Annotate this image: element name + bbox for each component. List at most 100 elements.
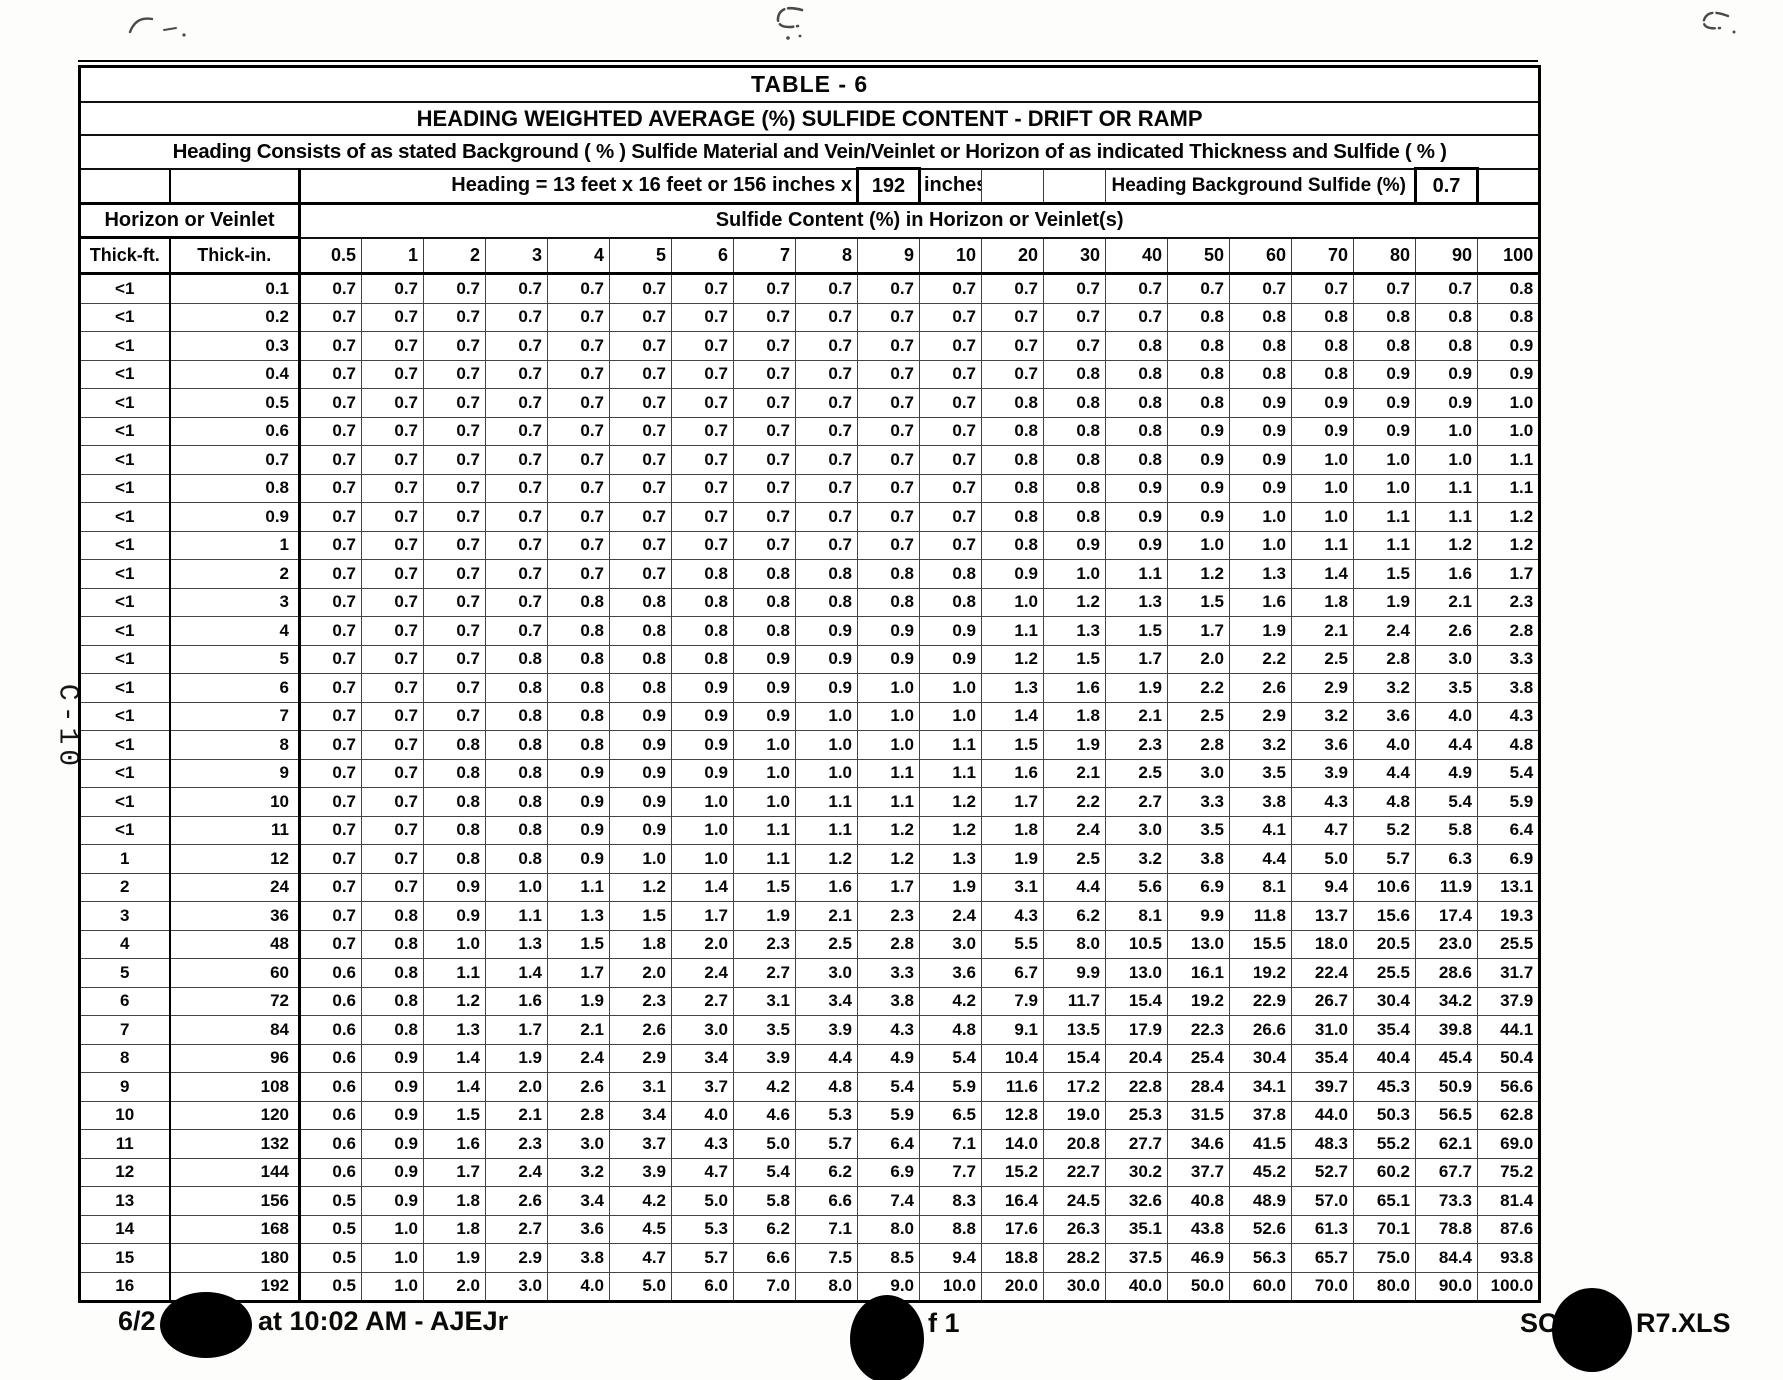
- table-row: <1 5 0.7 0.7 0.7 0.8 0.8 0.8 0.8 0.9 0.9 0.9 0.9 1.2 1…: [79, 644, 1541, 674]
- sulfide-value-cell: 0.7: [361, 587, 424, 617]
- sulfide-value-cell: 0.9: [361, 1100, 424, 1130]
- sulfide-value-cell: 0.7: [609, 473, 672, 503]
- sulfide-value-cell: 0.9: [1043, 530, 1106, 560]
- sulfide-value-cell: 2.0: [671, 929, 734, 959]
- sulfide-value-cell: 65.7: [1291, 1243, 1354, 1273]
- sulfide-value-cell: 0.7: [1043, 331, 1106, 361]
- sulfide-value-cell: 0.8: [423, 815, 486, 845]
- sulfide-value-cell: 0.8: [485, 644, 548, 674]
- sulfide-value-cell: 22.3: [1167, 1015, 1230, 1045]
- sulfide-value-cell: 0.8: [671, 587, 734, 617]
- sulfide-value-cell: 3.1: [733, 986, 796, 1016]
- sulfide-value-cell: 1.0: [733, 730, 796, 760]
- sulfide-value-cell: 1.1: [1353, 502, 1416, 532]
- sulfide-value-cell: 0.7: [733, 530, 796, 560]
- sulfide-value-cell: 87.6: [1476, 1214, 1541, 1244]
- sulfide-value-cell: 0.7: [547, 416, 610, 446]
- sulfide-value-cell: 14.0: [981, 1129, 1044, 1159]
- sulfide-value-cell: 0.9: [1105, 473, 1168, 503]
- sulfide-value-cell: 2.5: [1167, 701, 1230, 731]
- sulfide-value-cell: 1.7: [485, 1015, 548, 1045]
- sulfide-value-cell: 0.7: [547, 502, 610, 532]
- sulfide-value-cell: 0.9: [609, 701, 672, 731]
- heading-dimensions-label: Heading = 13 feet x 16 feet or 156 inche…: [299, 168, 858, 205]
- sulfide-value-cell: 0.9: [857, 616, 920, 646]
- table-row: <1 7 0.7 0.7 0.7 0.8 0.8 0.9 0.9 0.9 1.0 1.0 1.0 1.4 1…: [79, 701, 1541, 731]
- sulfide-value-cell: 0.9: [609, 730, 672, 760]
- sulfide-value-cell: 2.7: [733, 958, 796, 988]
- sulfide-value-cell: 0.8: [1229, 359, 1292, 389]
- sulfide-value-cell: 13.5: [1043, 1015, 1106, 1045]
- sulfide-value-cell: 8.8: [919, 1214, 982, 1244]
- sulfide-value-cell: 0.7: [857, 530, 920, 560]
- sulfide-column-header: 2: [423, 237, 486, 275]
- sulfide-value-cell: 37.7: [1167, 1157, 1230, 1187]
- table-row: 2 24 0.7 0.7 0.9 1.0 1.1 1.2 1.4 1.5 1.6 1.7 1.9 3.1 4…: [79, 872, 1541, 902]
- sulfide-value-cell: 0.9: [1229, 416, 1292, 446]
- sulfide-value-cell: 1.0: [1291, 473, 1354, 503]
- sulfide-value-cell: 1.8: [609, 929, 672, 959]
- table-row: <1 10 0.7 0.7 0.8 0.8 0.9 0.9 1.0 1.0 1.1 1.1 1.2 1.7…: [79, 787, 1541, 817]
- sulfide-value-cell: 0.8: [919, 559, 982, 589]
- sulfide-value-cell: 5.4: [1476, 758, 1541, 788]
- sulfide-value-cell: 84.4: [1415, 1243, 1478, 1273]
- thick-in-cell: 0.9: [169, 502, 301, 532]
- sulfide-value-cell: 0.7: [547, 359, 610, 389]
- sulfide-value-cell: 26.3: [1043, 1214, 1106, 1244]
- sulfide-value-cell: 4.4: [1353, 758, 1416, 788]
- thick-in-cell: 0.5: [169, 388, 301, 418]
- sulfide-value-cell: 0.7: [299, 273, 362, 304]
- sulfide-value-cell: 2.3: [733, 929, 796, 959]
- sulfide-column-header: 10: [919, 237, 982, 275]
- sulfide-value-cell: 19.0: [1043, 1100, 1106, 1130]
- sulfide-value-cell: 0.5: [299, 1214, 362, 1244]
- sulfide-value-cell: 0.9: [361, 1157, 424, 1187]
- table-row: 5 60 0.6 0.8 1.1 1.4 1.7 2.0 2.4 2.7 3.0 3.3 3.6 6.7 9…: [79, 958, 1541, 988]
- sulfide-value-cell: 0.8: [1353, 302, 1416, 332]
- sulfide-value-cell: 2.8: [857, 929, 920, 959]
- sulfide-value-cell: 0.7: [919, 445, 982, 475]
- sulfide-value-cell: 50.4: [1476, 1043, 1541, 1073]
- thick-in-cell: 0.7: [169, 445, 301, 475]
- pen-mark: [1702, 11, 1736, 34]
- sulfide-value-cell: 1.9: [1043, 730, 1106, 760]
- thick-in-cell: 0.4: [169, 359, 301, 389]
- sulfide-value-cell: 0.7: [857, 502, 920, 532]
- sulfide-value-cell: 0.6: [299, 1157, 362, 1187]
- sulfide-value-cell: 75.0: [1353, 1243, 1416, 1273]
- sulfide-value-cell: 6.4: [857, 1129, 920, 1159]
- sulfide-value-cell: 4.2: [733, 1072, 796, 1102]
- sulfide-value-cell: 25.4: [1167, 1043, 1230, 1073]
- table-row: 10 120 0.6 0.9 1.5 2.1 2.8 3.4 4.0 4.6 5.3 5.9 6.5 12…: [79, 1100, 1541, 1130]
- sulfide-value-cell: 0.7: [919, 273, 982, 304]
- sulfide-value-cell: 1.4: [423, 1072, 486, 1102]
- sulfide-value-cell: 2.6: [1229, 673, 1292, 703]
- sulfide-value-cell: 0.7: [299, 730, 362, 760]
- sulfide-value-cell: 0.7: [299, 331, 362, 361]
- sulfide-value-cell: 0.9: [733, 701, 796, 731]
- sulfide-value-cell: 39.7: [1291, 1072, 1354, 1102]
- sulfide-value-cell: 3.9: [795, 1015, 858, 1045]
- sulfide-value-cell: 6.6: [795, 1186, 858, 1216]
- thick-in-cell: 48: [169, 929, 301, 959]
- sulfide-value-cell: 2.1: [1291, 616, 1354, 646]
- table-row: <1 0.3 0.7 0.7 0.7 0.7 0.7 0.7 0.7 0.7 0.7 0.7 0.7 0.…: [79, 331, 1541, 361]
- sulfide-value-cell: 0.9: [671, 730, 734, 760]
- sulfide-value-cell: 0.7: [795, 502, 858, 532]
- sulfide-value-cell: 0.7: [423, 331, 486, 361]
- sulfide-value-cell: 1.6: [981, 758, 1044, 788]
- sulfide-value-cell: 0.8: [981, 416, 1044, 446]
- sulfide-value-cell: 3.7: [609, 1129, 672, 1159]
- sulfide-value-cell: 1.1: [981, 616, 1044, 646]
- table-row: <1 0.9 0.7 0.7 0.7 0.7 0.7 0.7 0.7 0.7 0.7 0.7 0.7 0.…: [79, 502, 1541, 532]
- sulfide-value-cell: 0.7: [299, 530, 362, 560]
- sulfide-value-cell: 45.3: [1353, 1072, 1416, 1102]
- sulfide-value-cell: 1.0: [671, 815, 734, 845]
- thick-ft-cell: 7: [79, 1015, 171, 1045]
- sulfide-value-cell: 15.5: [1229, 929, 1292, 959]
- sulfide-value-cell: 0.7: [423, 673, 486, 703]
- sulfide-value-cell: 0.7: [361, 473, 424, 503]
- sulfide-column-header: 20: [981, 237, 1044, 275]
- sulfide-value-cell: 67.7: [1415, 1157, 1478, 1187]
- thick-in-cell: 132: [169, 1129, 301, 1159]
